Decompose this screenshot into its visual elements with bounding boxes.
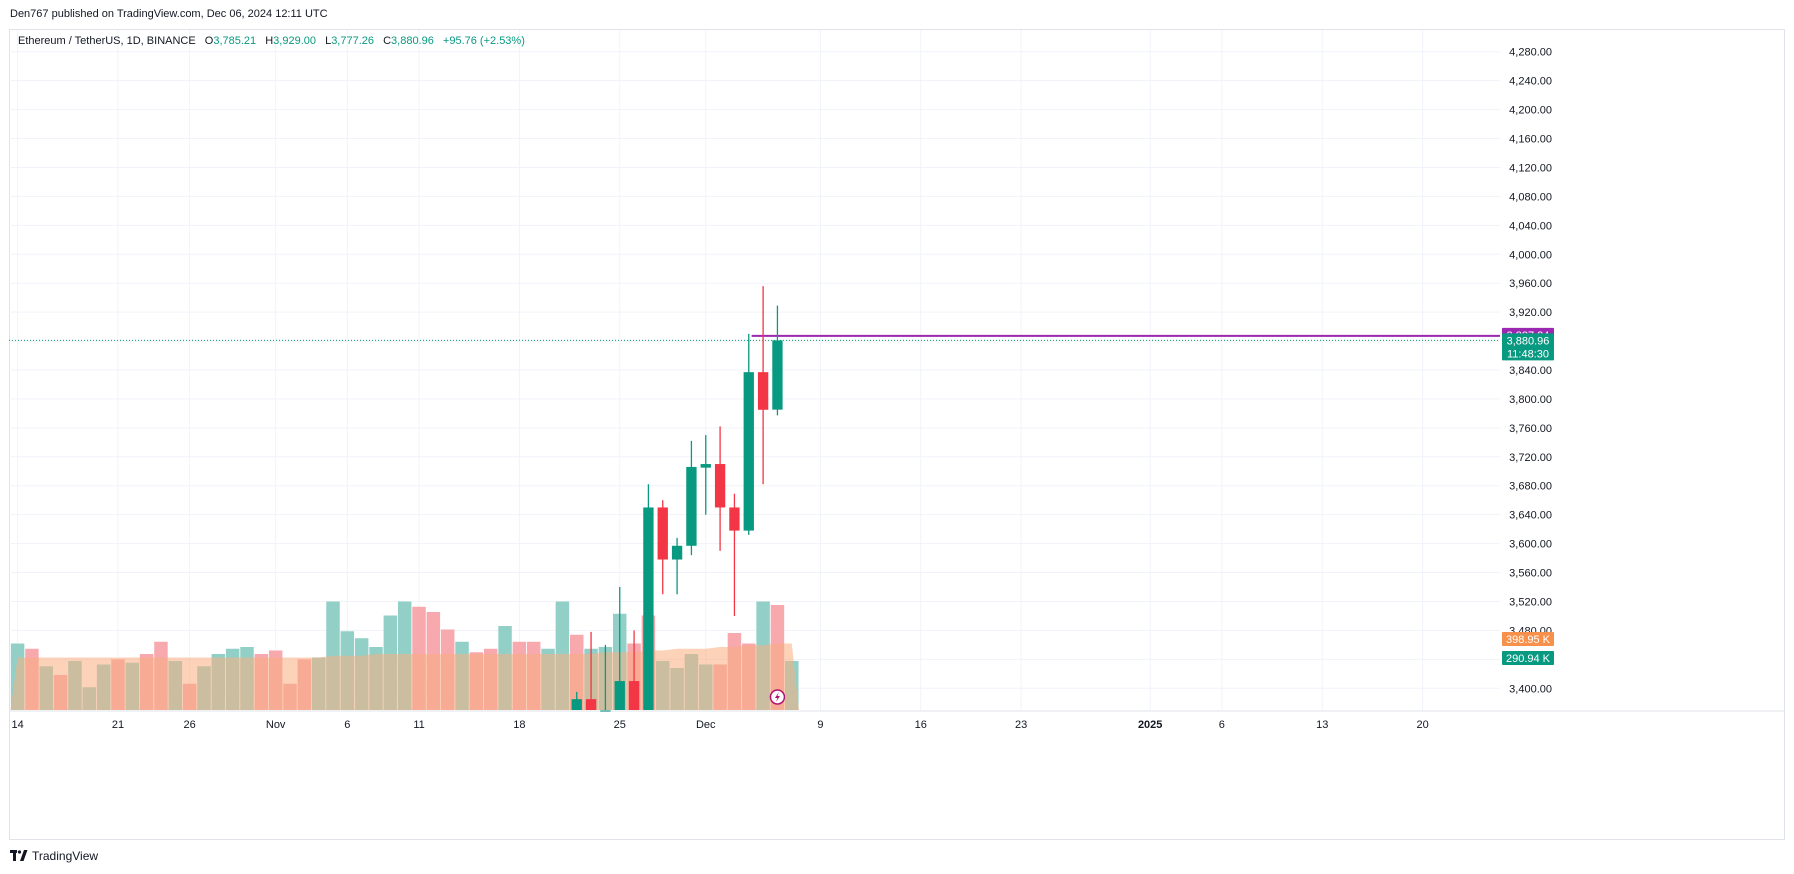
change-value: +95.76 (+2.53%) xyxy=(442,35,525,47)
candle-body xyxy=(729,507,740,531)
candle-body xyxy=(643,507,654,710)
y-tick-label: 3,400.00 xyxy=(1509,683,1552,695)
y-tick-label: 4,120.00 xyxy=(1509,162,1552,174)
y-tick-label: 4,240.00 xyxy=(1509,76,1552,88)
price-line-layer xyxy=(9,334,1500,341)
x-tick-label: Dec xyxy=(696,719,716,731)
y-tick-label: 3,840.00 xyxy=(1509,365,1552,377)
x-tick-label: 6 xyxy=(344,719,350,731)
y-tick-label: 4,000.00 xyxy=(1509,249,1552,261)
lightning-icon xyxy=(769,689,786,705)
x-tick-label: 26 xyxy=(184,719,196,731)
x-tick-label: 18 xyxy=(513,719,525,731)
last-price-tag-text: 11:48:30 xyxy=(1507,348,1549,360)
last-price-tag-text: 3,880.96 xyxy=(1507,335,1550,347)
price-axis: 3,400.003,440.003,480.003,520.003,560.00… xyxy=(1509,47,1552,696)
x-tick-label: 23 xyxy=(1015,719,1027,731)
candle-layer xyxy=(571,286,783,712)
x-tick-label: 13 xyxy=(1316,719,1328,731)
candle-body xyxy=(657,507,668,560)
y-tick-label: 4,160.00 xyxy=(1509,134,1552,146)
x-tick-label: 11 xyxy=(413,719,424,731)
candle-body xyxy=(628,681,640,710)
y-tick-label: 3,720.00 xyxy=(1509,452,1552,464)
x-tick-label: 14 xyxy=(11,719,23,731)
symbol-text[interactable]: Ethereum / TetherUS, 1D, BINANCE xyxy=(18,35,196,47)
x-tick-label: 20 xyxy=(1416,719,1428,731)
y-tick-label: 3,640.00 xyxy=(1509,510,1552,522)
y-tick-label: 3,800.00 xyxy=(1509,394,1552,406)
event-marker-layer xyxy=(769,689,786,705)
candle-body xyxy=(686,466,697,546)
high-label: H xyxy=(265,35,274,47)
volume-tag-bg xyxy=(1502,651,1554,665)
candle-body xyxy=(614,681,625,710)
y-tick-label: 3,680.00 xyxy=(1509,481,1552,493)
low-label: L xyxy=(325,35,332,47)
close-label: C xyxy=(383,35,392,47)
volume-ma-tag: 398.95 K xyxy=(1502,632,1554,646)
volume-ma-area xyxy=(10,643,799,710)
y-tick-label: 3,960.00 xyxy=(1509,278,1552,290)
volume-tag-text: 290.94 K xyxy=(1506,653,1551,665)
y-tick-label: 3,760.00 xyxy=(1509,423,1552,435)
last-price-tag-bg xyxy=(1502,333,1554,361)
candle-body xyxy=(671,545,683,560)
x-tick-label: Nov xyxy=(266,719,286,731)
time-axis: 14 21 26 Nov 6 11 18 25 Dec 9 16 23 2025 6 13 20 xyxy=(9,710,1785,731)
y-tick-label: 3,920.00 xyxy=(1509,307,1552,319)
lightning-icon-bolt xyxy=(774,692,780,702)
x-tick-label: 6 xyxy=(1219,719,1225,731)
x-tick-label: 2025 xyxy=(1138,719,1162,731)
open-label: O xyxy=(204,35,214,47)
y-tick-label: 4,040.00 xyxy=(1509,220,1552,232)
x-tick-label: 21 xyxy=(112,719,124,731)
volume-tag: 290.94 K xyxy=(1502,651,1554,665)
candle-body xyxy=(585,699,597,710)
y-tick-label: 3,560.00 xyxy=(1509,568,1552,580)
low-value: 3,777.26 xyxy=(331,35,375,47)
close-value: 3,880.96 xyxy=(391,35,434,47)
y-tick-label: 4,080.00 xyxy=(1509,191,1552,203)
x-tick-label: 25 xyxy=(614,719,626,731)
volume-ma-tag-bg xyxy=(1502,632,1554,646)
chart-frame[interactable] xyxy=(9,29,1785,840)
publish-line: Den767 published on TradingView.com, Dec… xyxy=(10,8,328,20)
volume-ma-tag-text: 398.95 K xyxy=(1506,634,1551,646)
open-value: 3,785.21 xyxy=(213,35,257,47)
volume-ma-layer xyxy=(10,643,799,710)
tradingview-brand: TradingView xyxy=(32,849,99,863)
grid-layer xyxy=(9,30,1500,710)
x-tick-label: 16 xyxy=(915,719,927,731)
symbol-legend: Ethereum / TetherUS, 1D, BINANCE O3,785.… xyxy=(18,35,525,47)
y-tick-label: 4,200.00 xyxy=(1509,105,1552,117)
y-tick-label: 3,600.00 xyxy=(1509,539,1552,551)
candle-body xyxy=(743,372,754,531)
y-tick-label: 3,520.00 xyxy=(1509,596,1552,608)
candle-body xyxy=(571,699,582,710)
candle-body xyxy=(757,372,769,410)
x-tick-label: 9 xyxy=(817,719,823,731)
y-tick-label: 4,280.00 xyxy=(1509,47,1552,59)
candle-body xyxy=(772,340,783,410)
tradingview-logo[interactable]: TradingView xyxy=(10,849,98,863)
candle-body xyxy=(714,464,726,508)
tradingview-logo-icon xyxy=(10,850,28,861)
high-value: 3,929.00 xyxy=(273,35,316,47)
candle-body xyxy=(700,464,711,468)
